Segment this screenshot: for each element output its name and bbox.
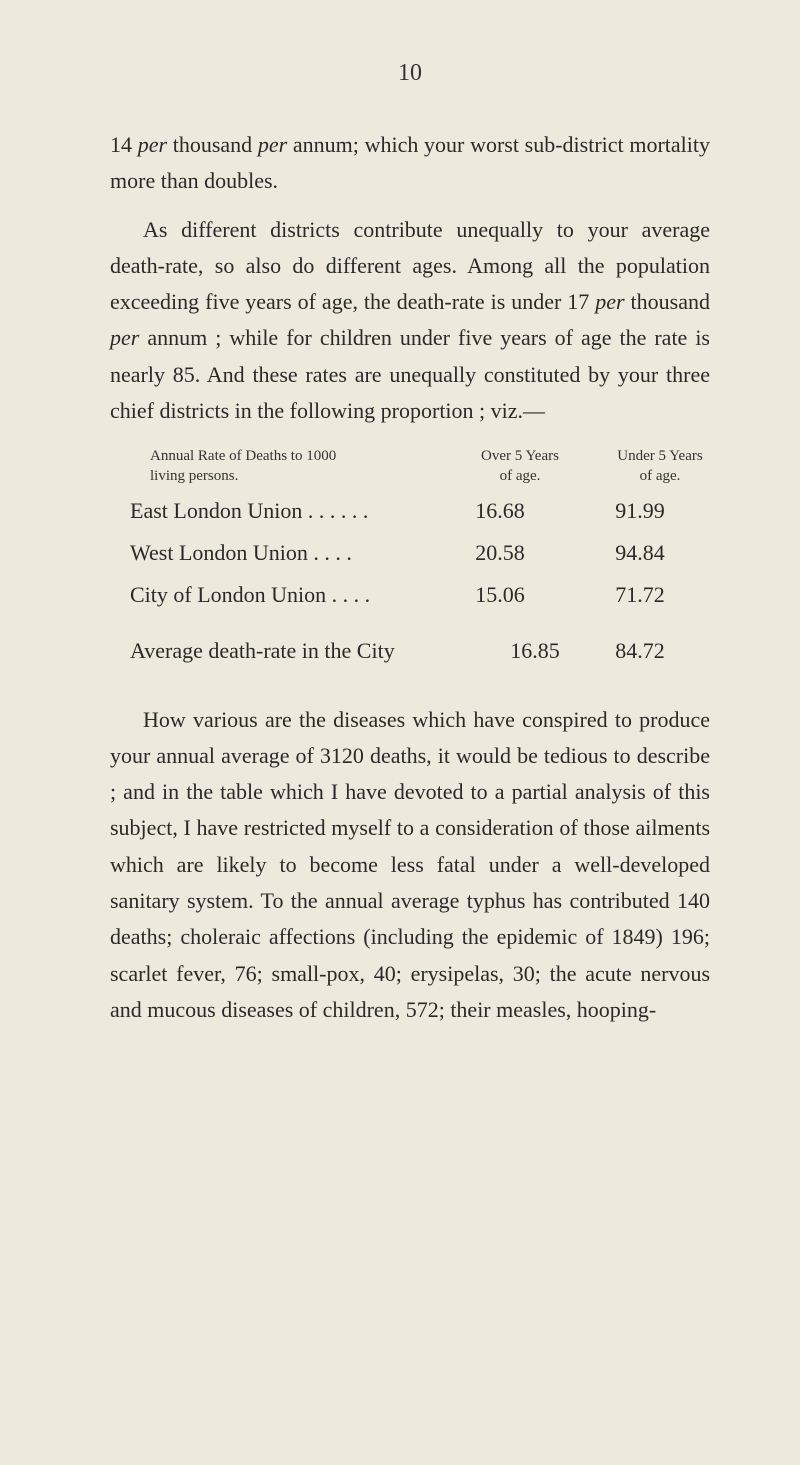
row-value: 15.06 [430,574,570,616]
table-row: City of London Union . . . . 15.06 71.72 [110,574,710,616]
italic-text: per [110,325,139,350]
paragraph-1: 14 per thousand per annum; which your wo… [110,127,710,200]
text: thousand [625,289,710,314]
document-page: 10 14 per thousand per annum; which your… [0,0,800,1465]
paragraph-3: How various are the diseases which have … [110,702,710,1029]
spacer [110,616,710,624]
row-value: 94.84 [570,532,710,574]
row-label: West London Union . . . . [110,532,430,574]
table-header-col2: Under 5 Years of age. [590,447,730,486]
row-value: 16.68 [430,490,570,532]
italic-text: per [595,289,624,314]
page-number: 10 [110,60,710,87]
text: Annual Rate of Deaths to 1000 [150,448,336,464]
row-value: 91.99 [570,490,710,532]
average-row: Average death-rate in the City 16.85 84.… [110,630,710,672]
table-row: West London Union . . . . 20.58 94.84 [110,532,710,574]
spacer [110,672,710,702]
row-label: City of London Union . . . . [110,574,430,616]
text: Under 5 Years [617,448,702,464]
table-header-left: Annual Rate of Deaths to 1000 living per… [110,447,450,486]
text: of age. [640,468,681,484]
average-value: 16.85 [500,630,570,672]
average-label: Average death-rate in the City [110,630,500,672]
text: living persons. [150,468,238,484]
text: of age. [500,468,541,484]
row-value: 71.72 [570,574,710,616]
row-value: 20.58 [430,532,570,574]
table-header-row: Annual Rate of Deaths to 1000 living per… [110,447,710,486]
italic-text: per [138,132,167,157]
table-row: East London Union . . . . . . 16.68 91.9… [110,490,710,532]
table-header-col1: Over 5 Years of age. [450,447,590,486]
text: Over 5 Years [481,448,559,464]
row-label: East London Union . . . . . . [110,490,430,532]
italic-text: per [258,132,287,157]
text: annum ; while for children under five ye… [110,325,710,423]
text: thousand [167,132,258,157]
text: 14 [110,132,138,157]
paragraph-2: As different districts contribute unequa… [110,212,710,430]
average-value: 84.72 [570,630,710,672]
